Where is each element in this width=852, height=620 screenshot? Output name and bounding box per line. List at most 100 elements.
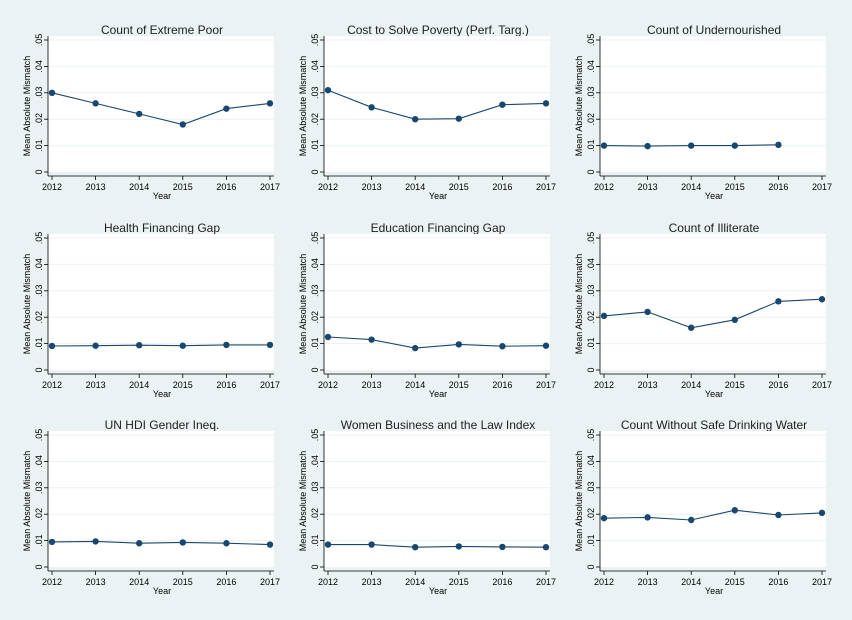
data-point-2014 bbox=[688, 324, 695, 331]
y-tick-label: .01 bbox=[310, 534, 320, 547]
y-axis-label: Mean Absolute Mismatch bbox=[22, 56, 32, 157]
data-point-2014 bbox=[136, 341, 143, 349]
x-tick-label: 2015 bbox=[725, 182, 745, 192]
y-tick-label: .01 bbox=[586, 139, 596, 152]
x-tick-label: 2017 bbox=[536, 182, 556, 192]
chart-panel-5: Education Financing Gap 0 .01 .02 .03 .04 .05 2… bbox=[298, 221, 556, 399]
data-point-2015 bbox=[179, 121, 186, 128]
series-line bbox=[327, 336, 547, 349]
x-tick-label: 2012 bbox=[318, 182, 338, 192]
data-point-2016 bbox=[499, 101, 506, 108]
x-tick-label: 2012 bbox=[318, 577, 338, 587]
plot-area bbox=[600, 234, 826, 370]
y-tick-label: 0 bbox=[34, 169, 44, 174]
x-tick-label: 2016 bbox=[216, 182, 236, 192]
chart-panel-7: UN HDI Gender Ineq. 0 .01 .02 .03 .04 .05 2012 2… bbox=[22, 418, 280, 596]
y-tick-label: 0 bbox=[34, 367, 44, 372]
data-point-2012 bbox=[324, 333, 332, 341]
data-point-2014 bbox=[412, 544, 419, 551]
data-point-2016 bbox=[775, 298, 782, 305]
x-tick-label: 2013 bbox=[638, 577, 658, 587]
series-line bbox=[603, 509, 823, 521]
x-tick-label: 2016 bbox=[216, 577, 236, 587]
data-point-2014 bbox=[412, 116, 419, 123]
y-tick-label: 0 bbox=[310, 367, 320, 372]
chart-title: Cost to Solve Poverty (Perf. Targ.) bbox=[347, 23, 529, 37]
series-line bbox=[327, 89, 547, 120]
data-point-2017 bbox=[542, 100, 550, 107]
y-tick-label: .01 bbox=[586, 337, 596, 350]
data-point-2017 bbox=[266, 541, 274, 548]
plot-area bbox=[48, 234, 274, 370]
y-tick-label: 0 bbox=[310, 564, 320, 569]
data-point-2013 bbox=[368, 336, 375, 343]
data-point-2013 bbox=[368, 541, 375, 548]
y-tick-label: .02 bbox=[34, 113, 44, 126]
y-tick-label: .04 bbox=[34, 258, 44, 271]
y-tick-label: .03 bbox=[310, 285, 320, 298]
x-tick-label: 2015 bbox=[449, 380, 469, 390]
x-tick-label: 2015 bbox=[173, 380, 193, 390]
plot-area bbox=[600, 431, 826, 567]
x-tick-label: 2012 bbox=[594, 577, 614, 587]
chart-panel-3: Count of Undernourished 0 .01 .02 .03 .04 .05 2… bbox=[574, 23, 832, 201]
y-tick-label: .05 bbox=[310, 232, 320, 245]
y-tick-label: .04 bbox=[34, 455, 44, 468]
x-tick-label: 2015 bbox=[449, 182, 469, 192]
data-point-2015 bbox=[455, 115, 462, 122]
y-tick-label: .04 bbox=[586, 455, 596, 468]
y-tick-label: .03 bbox=[310, 482, 320, 495]
x-tick-label: 2017 bbox=[536, 577, 556, 587]
data-point-2016 bbox=[499, 543, 506, 551]
data-point-2013 bbox=[644, 142, 651, 150]
y-axis-label: Mean Absolute Mismatch bbox=[298, 451, 308, 552]
chart-panel-2: Cost to Solve Poverty (Perf. Targ.) 0 .01.… bbox=[298, 23, 556, 201]
data-point-2012 bbox=[600, 142, 608, 149]
y-tick-label: .02 bbox=[34, 508, 44, 521]
data-point-2012 bbox=[600, 312, 608, 320]
y-axis-label: Mean Absolute Mismatch bbox=[22, 451, 32, 552]
y-tick-label: 0 bbox=[586, 367, 596, 372]
y-tick-label: .02 bbox=[586, 508, 596, 521]
x-tick-label: 2017 bbox=[812, 380, 832, 390]
y-tick-label: .02 bbox=[34, 311, 44, 324]
x-tick-label: 2012 bbox=[594, 380, 614, 390]
x-tick-label: 2014 bbox=[681, 182, 701, 192]
y-tick-label: .03 bbox=[34, 285, 44, 298]
x-tick-label: 2016 bbox=[216, 380, 236, 390]
y-tick-label: .03 bbox=[310, 87, 320, 100]
series-line bbox=[603, 298, 823, 329]
y-tick-label: .04 bbox=[310, 455, 320, 468]
series-line bbox=[51, 540, 271, 546]
chart-title: Health Financing Gap bbox=[104, 221, 220, 235]
y-axis-label: Mean Absolute Mismatch bbox=[574, 451, 584, 552]
data-point-2017 bbox=[818, 509, 826, 517]
data-point-2012 bbox=[324, 86, 332, 94]
x-tick-label: 2014 bbox=[405, 577, 425, 587]
x-tick-label: 2012 bbox=[594, 182, 614, 192]
y-tick-label: .02 bbox=[310, 311, 320, 324]
y-tick-label: 0 bbox=[586, 169, 596, 174]
x-tick-label: 2016 bbox=[768, 182, 788, 192]
y-tick-label: .04 bbox=[586, 60, 596, 73]
data-point-2013 bbox=[368, 104, 375, 111]
x-tick-label: 2014 bbox=[129, 577, 149, 587]
data-point-2013 bbox=[644, 514, 651, 521]
y-tick-label: .03 bbox=[586, 87, 596, 100]
data-point-2015 bbox=[731, 507, 738, 514]
chart-title: UN HDI Gender Ineq. bbox=[105, 418, 220, 432]
data-point-2017 bbox=[266, 341, 274, 349]
x-tick-label: 2013 bbox=[86, 577, 106, 587]
data-point-2015 bbox=[731, 316, 738, 324]
x-tick-label: 2015 bbox=[173, 182, 193, 192]
y-tick-label: .05 bbox=[310, 34, 320, 47]
chart-panel-8: Women Business and the Law Index 0 .01 .02.… bbox=[298, 418, 556, 596]
x-tick-label: 2013 bbox=[362, 380, 382, 390]
data-point-2017 bbox=[542, 342, 550, 349]
y-axis-label: Mean Absolute Mismatch bbox=[574, 254, 584, 355]
y-tick-label: .02 bbox=[586, 113, 596, 126]
data-point-2015 bbox=[179, 539, 186, 546]
x-tick-label: 2012 bbox=[318, 380, 338, 390]
x-tick-label: 2014 bbox=[129, 182, 149, 192]
plot-area bbox=[324, 234, 550, 370]
